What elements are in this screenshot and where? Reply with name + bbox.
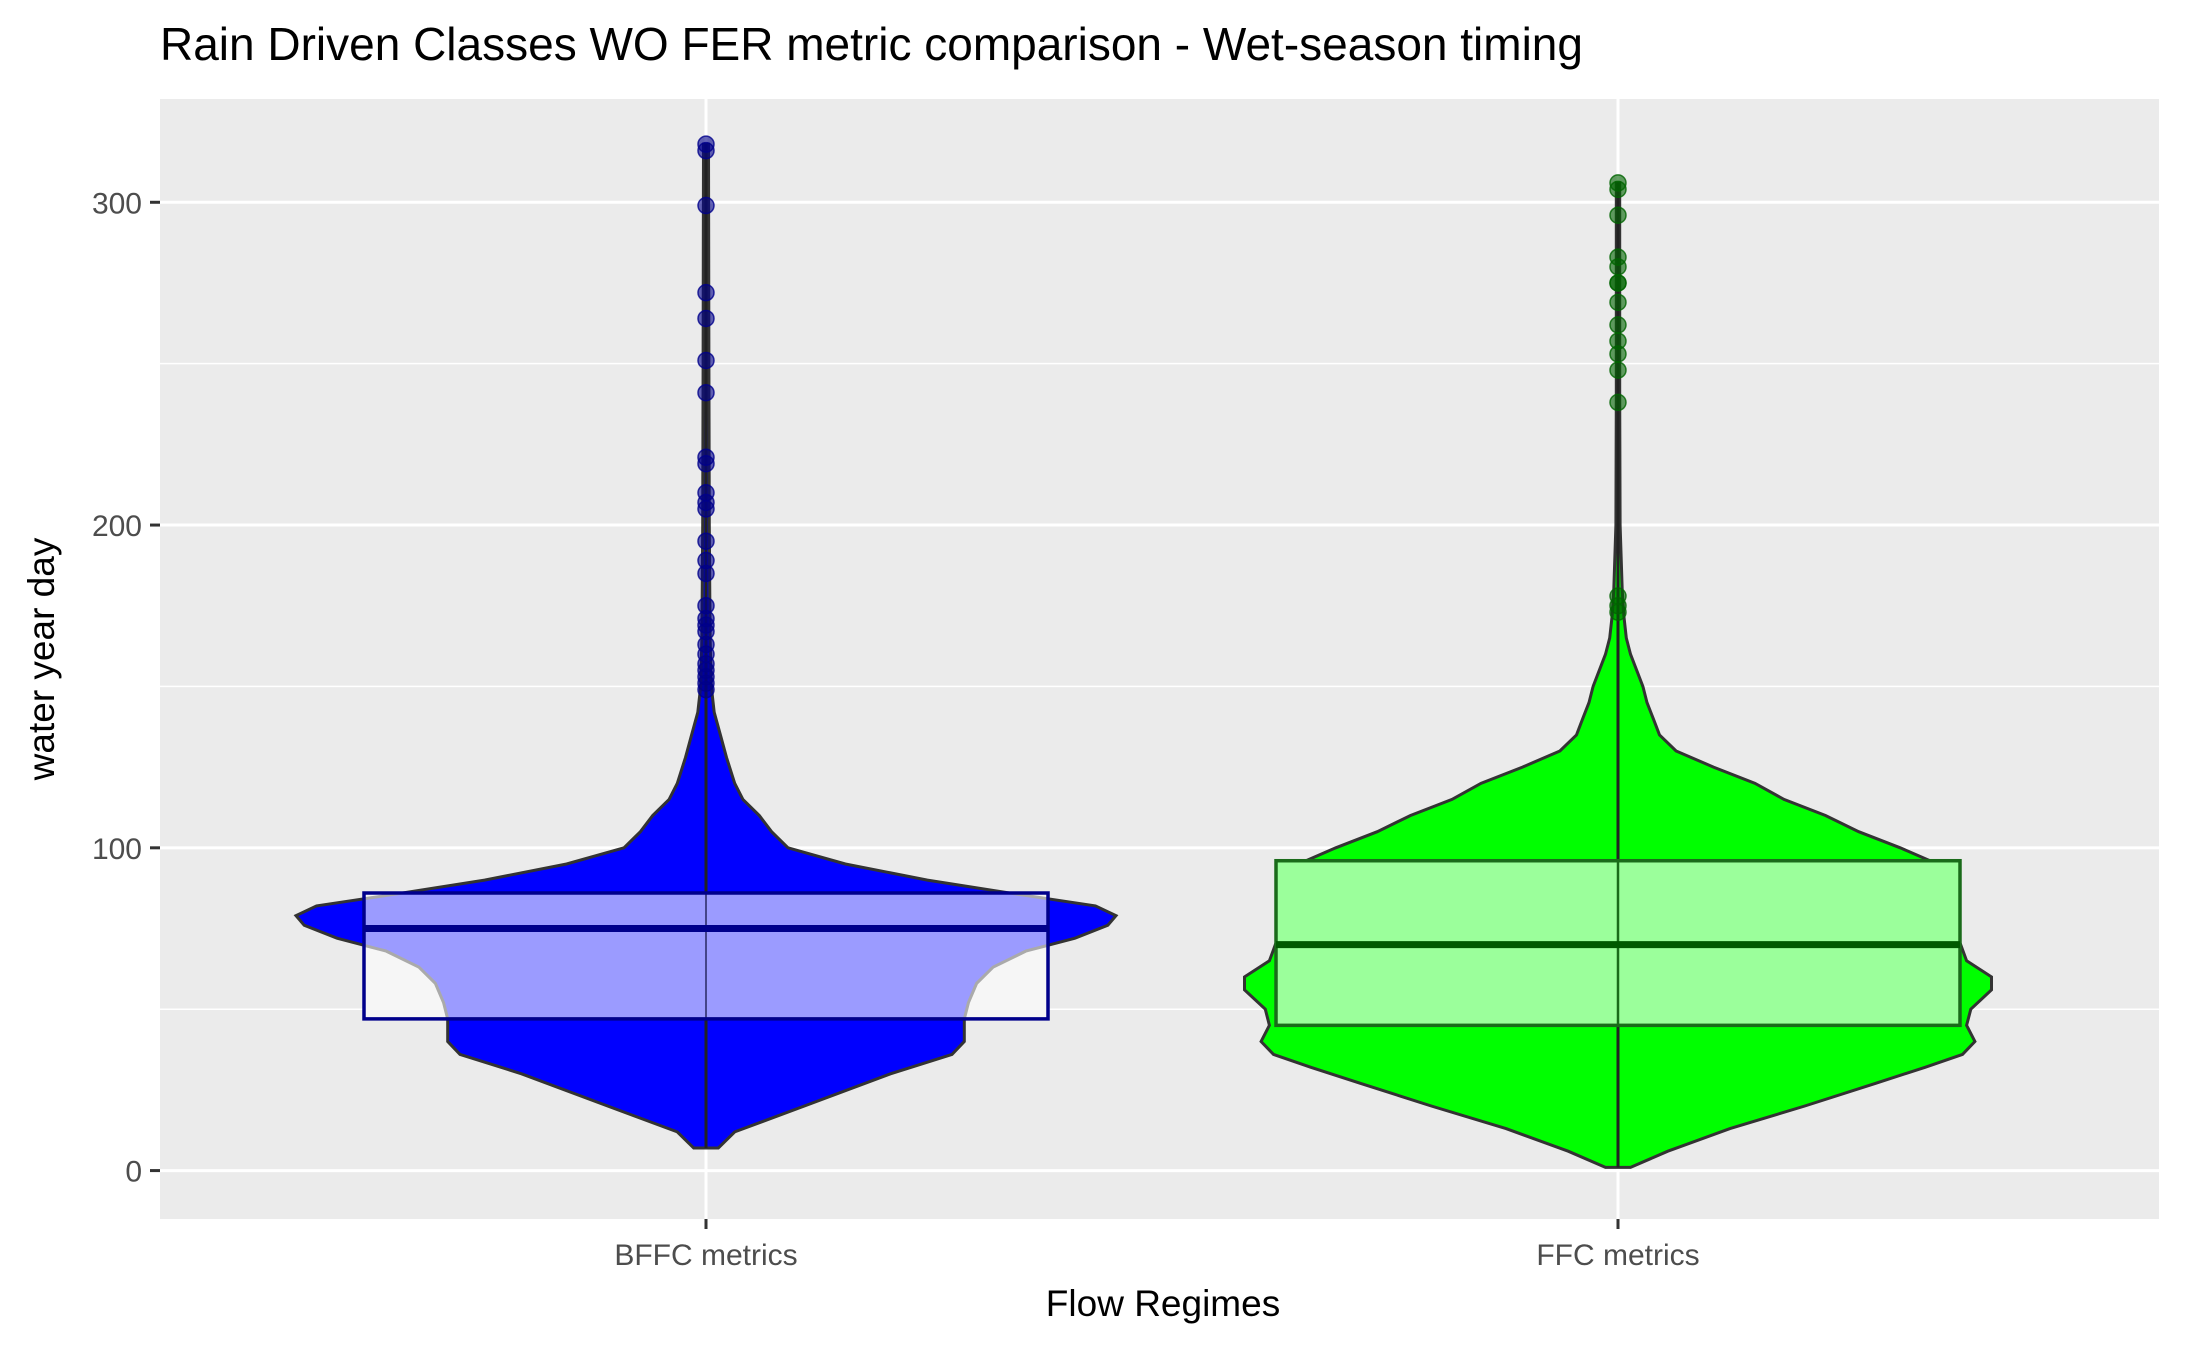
outlier-point — [697, 196, 715, 215]
violin-layer — [293, 135, 1993, 1169]
x-axis-title: Flow Regimes — [1046, 1283, 1280, 1324]
outlier-point — [1609, 603, 1627, 621]
y-tick-label: 200 — [92, 510, 142, 543]
outlier-point — [697, 351, 715, 370]
outlier-point — [697, 500, 715, 518]
violin-group — [293, 135, 1119, 1150]
outlier-point — [1609, 274, 1627, 292]
outlier-point — [697, 141, 715, 160]
outlier-point — [697, 532, 715, 550]
outlier-point — [697, 309, 715, 328]
outlier-point — [697, 454, 715, 473]
axis-layer: 0 100 200 300 BFFC metrics FFC metrics — [92, 187, 1700, 1272]
outlier-point — [1609, 293, 1627, 312]
outlier-point — [1609, 345, 1627, 363]
x-tick-label: BFFC metrics — [614, 1239, 797, 1272]
outlier-point — [1609, 206, 1627, 224]
outlier-point — [1609, 258, 1627, 276]
y-axis-title: water year day — [21, 537, 62, 781]
chart-title: Rain Driven Classes WO FER metric compar… — [160, 18, 1583, 70]
outlier-point — [1609, 361, 1627, 379]
x-tick-label: FFC metrics — [1536, 1239, 1699, 1272]
violin-outline-in-box — [364, 893, 1048, 1019]
y-tick-label: 100 — [92, 833, 142, 866]
outlier-point — [1609, 316, 1627, 334]
outlier-point — [1609, 393, 1627, 412]
box-outline — [362, 891, 1050, 1021]
outlier-point — [697, 283, 715, 302]
y-tick-label: 0 — [125, 1156, 142, 1189]
violin-group — [1243, 174, 1993, 1169]
outlier-point — [697, 383, 715, 402]
outlier-point — [697, 680, 715, 699]
outlier-point — [1609, 180, 1627, 199]
outlier-point — [697, 564, 715, 583]
y-tick-label: 300 — [92, 187, 142, 220]
